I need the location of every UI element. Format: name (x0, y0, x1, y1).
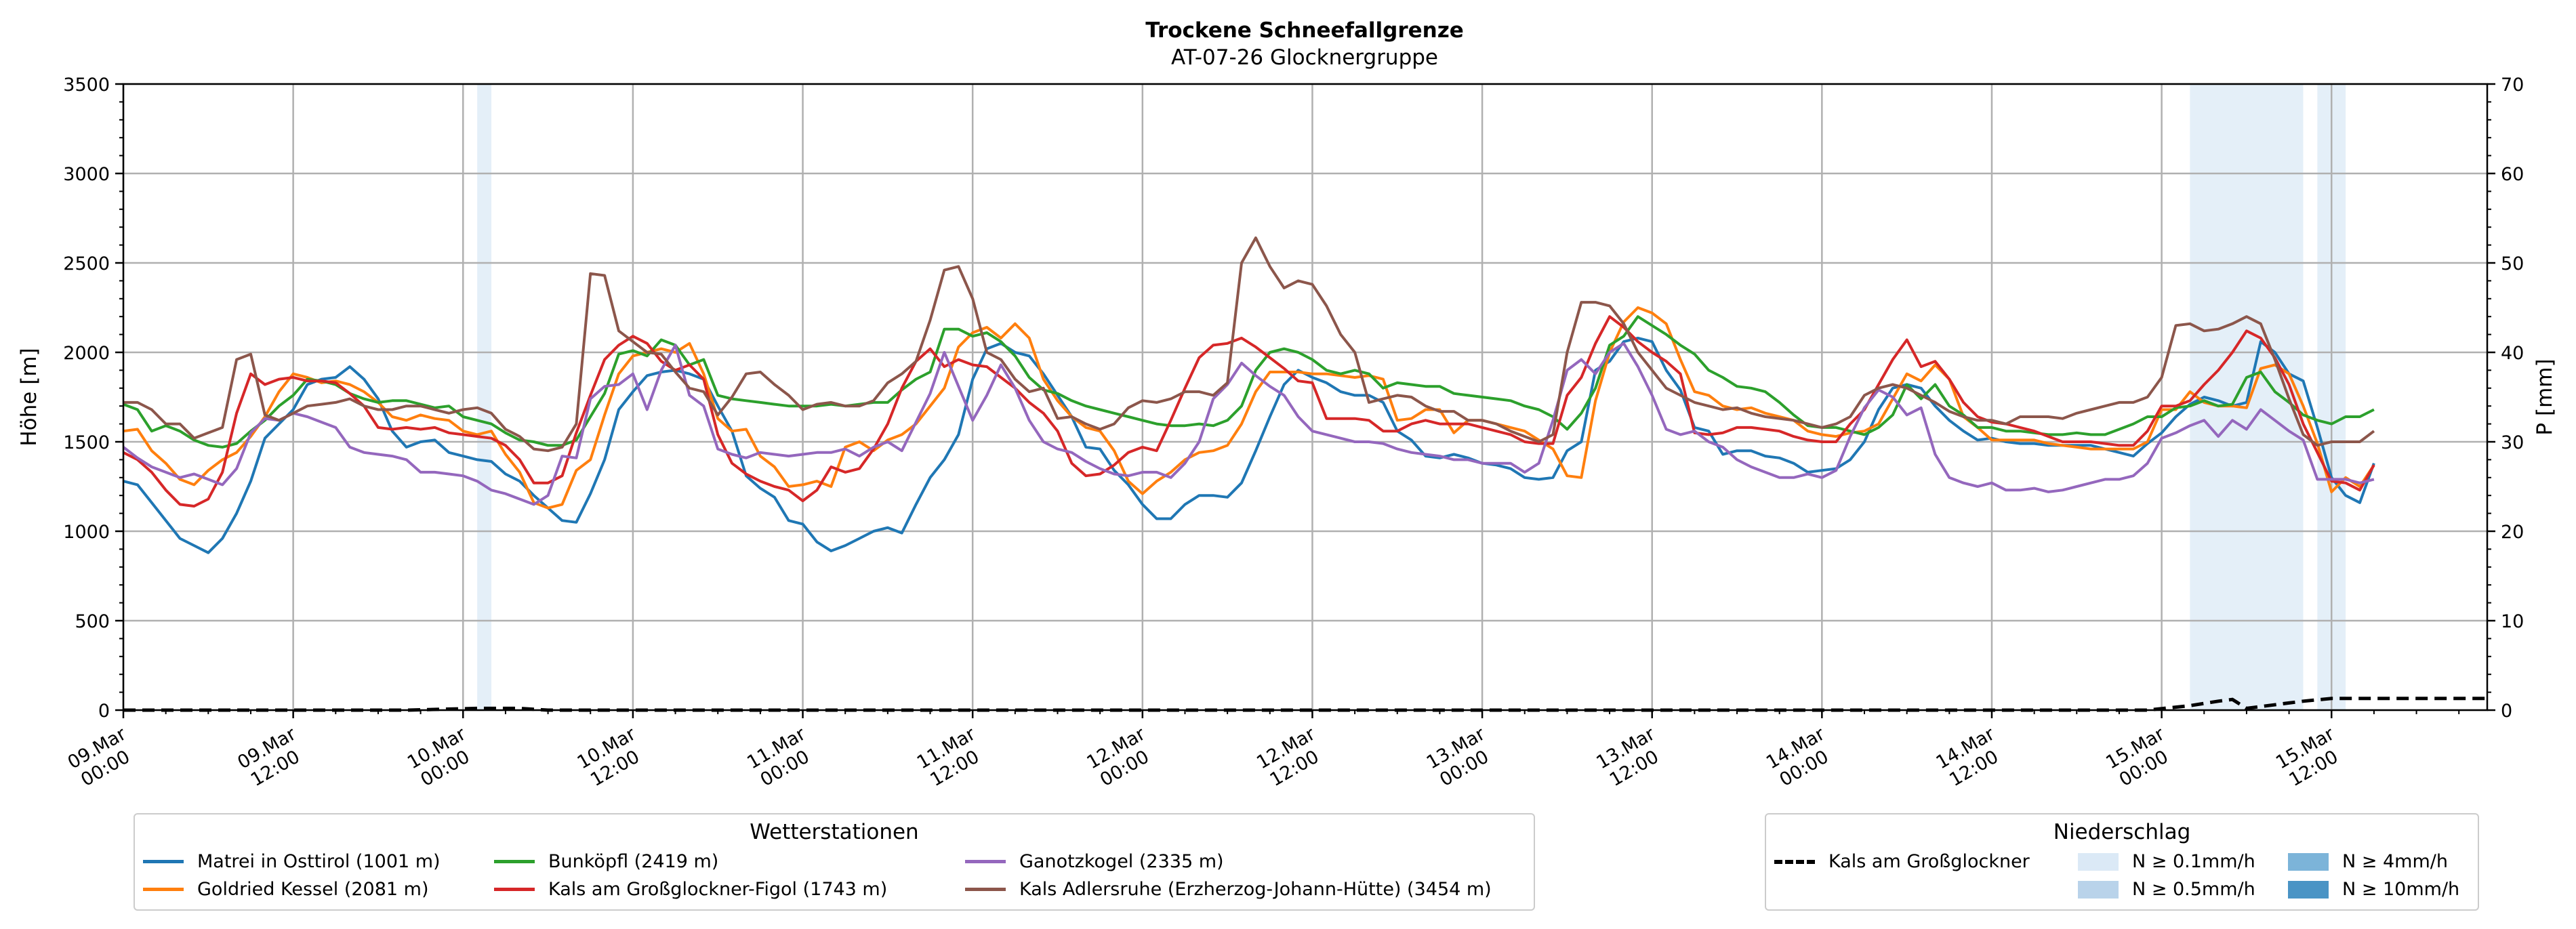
y-right-tick-label: 0 (2501, 701, 2512, 722)
legend-item-precip-line: Kals am Großglockner (1774, 851, 2030, 872)
legend-label: N ≥ 4mm/h (2342, 851, 2448, 872)
legend-swatch (2078, 852, 2119, 871)
y-axis-label: Höhe [m] (17, 348, 41, 446)
precip-shade (477, 84, 492, 710)
legend-item-kals-adlersruhe: Kals Adlersruhe (Erzherzog-Johann-Hütte)… (965, 879, 1492, 900)
legend-label: Ganotzkogel (2335 m) (1019, 851, 1224, 872)
precipitation-legend: Niederschlag Kals am Großglockner N ≥ 0.… (1765, 813, 2479, 911)
y-tick-label: 1500 (63, 432, 110, 453)
legend-label: N ≥ 0.5mm/h (2132, 879, 2255, 900)
series-line (122, 342, 2375, 506)
axis-layer: 0 500 1000 1500 2000 2500 3000 3500 0 10 20 30 40 50 6… (63, 75, 2524, 791)
legend-swatch (494, 888, 535, 891)
series-layer (122, 236, 2487, 712)
legend-swatch (494, 860, 535, 863)
legend-swatch (965, 888, 1006, 891)
precipitation-legend-title: Niederschlag (2053, 820, 2191, 844)
legend-swatch (2288, 852, 2329, 871)
legend-item-bunkoepfl: Bunköpfl (2419 m) (494, 851, 718, 872)
y-right-tick-label: 20 (2501, 522, 2524, 543)
series-line (123, 315, 2375, 449)
legend-swatch (143, 888, 184, 891)
y-right-tick-label: 70 (2501, 75, 2524, 96)
legend-item-ganotzkogel: Ganotzkogel (2335 m) (965, 851, 1224, 872)
legend-item-precip-class-1: N ≥ 0.1mm/h (2078, 851, 2255, 872)
legend-label: Kals Adlersruhe (Erzherzog-Johann-Hütte)… (1019, 879, 1492, 900)
legend-swatch (143, 860, 184, 863)
legend-label: Goldried Kessel (2081 m) (197, 879, 429, 900)
y-right-tick-label: 10 (2501, 611, 2524, 632)
legend-label: Kals am Großglockner-Figol (1743 m) (548, 879, 888, 900)
series-line (123, 306, 2375, 510)
legend-label: Bunköpfl (2419 m) (548, 851, 719, 872)
y-tick-label: 3000 (63, 164, 110, 185)
legend-swatch (2288, 880, 2329, 899)
stations-legend-title: Wetterstationen (750, 820, 919, 844)
legend-label: N ≥ 0.1mm/h (2132, 851, 2255, 872)
legend-label: Kals am Großglockner (1828, 851, 2030, 872)
y-tick-label: 2500 (63, 253, 110, 274)
y-right-tick-label: 40 (2501, 343, 2524, 364)
y-tick-label: 3500 (63, 75, 110, 96)
chart-subtitle: AT-07-26 Glocknergruppe (1171, 45, 1438, 70)
legend-label: N ≥ 10mm/h (2342, 879, 2460, 900)
legend-item-precip-class-4: N ≥ 10mm/h (2288, 879, 2459, 900)
legend-swatch (965, 860, 1006, 863)
y-right-tick-label: 50 (2501, 253, 2524, 274)
plot-frame (122, 83, 2489, 711)
legend-swatch (2078, 880, 2119, 899)
legend-item-precip-class-3: N ≥ 4mm/h (2288, 851, 2448, 872)
series-line (123, 236, 2375, 453)
y-tick-label: 2000 (63, 343, 110, 364)
y-right-tick-label: 60 (2501, 164, 2524, 185)
legend-swatch-dashed (1774, 859, 1815, 864)
legend-item-precip-class-2: N ≥ 0.5mm/h (2078, 879, 2255, 900)
legend-item-goldried: Goldried Kessel (2081 m) (143, 879, 428, 900)
grid-layer (122, 83, 2487, 711)
y-axis-label-right: P [mm] (2533, 358, 2557, 435)
legend-item-matrei: Matrei in Osttirol (1001 m) (143, 851, 441, 872)
chart-title: Trockene Schneefallgrenze (1145, 18, 1464, 43)
legend-label: Matrei in Osttirol (1001 m) (197, 851, 441, 872)
y-right-tick-label: 30 (2501, 432, 2524, 453)
y-tick-label: 1000 (63, 522, 110, 543)
stations-legend: Wetterstationen Matrei in Osttirol (1001… (134, 813, 1535, 911)
y-tick-label: 500 (75, 611, 110, 632)
y-tick-label: 0 (98, 701, 110, 722)
legend-item-kals-figol: Kals am Großglockner-Figol (1743 m) (494, 879, 887, 900)
